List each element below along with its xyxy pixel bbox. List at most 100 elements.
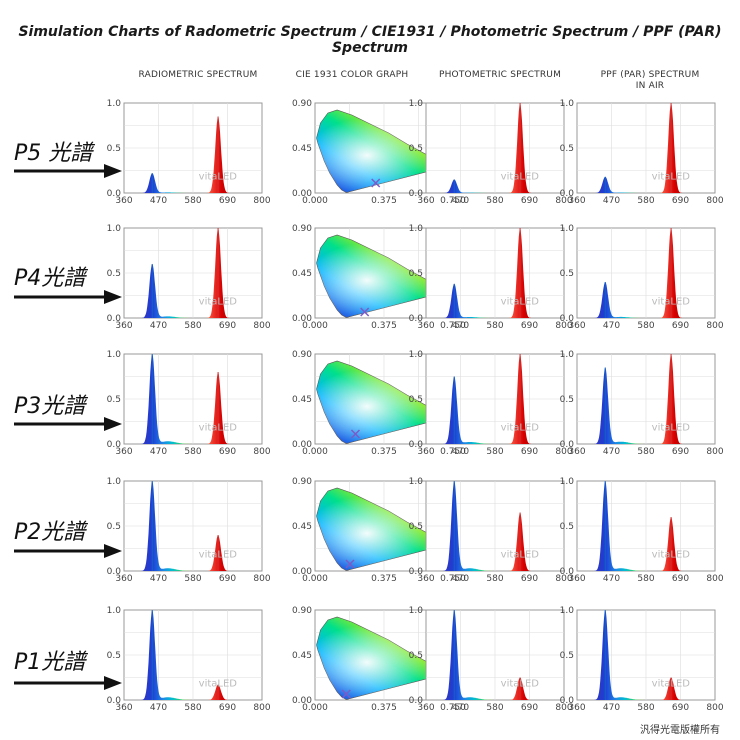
marker-stroke [345,559,355,569]
y-tick-label: 0.00 [292,440,312,450]
x-tick-label: 470 [150,703,167,713]
y-tick-label: 0.0 [560,440,575,450]
column-header-line: RADIOMETRIC SPECTRUM [138,70,258,80]
cie-point-marker [350,429,361,439]
row-label-p1: P1光譜 [14,650,86,675]
y-tick-label: 1.0 [560,350,575,360]
x-tick-label: 360 [115,196,132,206]
x-tick-label: 470 [452,703,469,713]
watermark-text: vitaLED [652,297,691,308]
x-tick-label: 690 [521,196,538,206]
y-tick-label: 0.0 [560,189,575,199]
column-header-line: IN AIR [635,81,665,91]
cie-point-marker [345,559,355,569]
x-tick-label: 580 [637,321,654,331]
x-tick-label: 800 [706,703,723,713]
x-tick-label: 470 [452,196,469,206]
spectrum-area [589,610,697,700]
y-tick-label: 1.0 [409,477,424,487]
y-tick-label: 0.5 [560,395,574,405]
x-tick-label: 0.750 [440,321,466,331]
spectrum-area [136,116,244,193]
y-tick-label: 0.90 [292,224,312,234]
x-tick-label: 470 [150,574,167,584]
y-tick-label: 0.45 [292,522,312,532]
x-tick-label: 0.000 [302,447,328,457]
x-tick-label: 580 [184,574,201,584]
y-tick-label: 1.0 [560,477,575,487]
marker-stroke [371,178,381,188]
y-tick-label: 1.0 [409,606,424,616]
x-tick-label: 360 [568,321,585,331]
radiometric-spectrum-panel: 0.0 0.5 1.0 360 470 580 690 800 vitaLED [107,350,271,457]
x-tick-label: 800 [706,574,723,584]
spectrum-area [438,481,546,571]
y-tick-label: 0.45 [292,395,312,405]
x-tick-label: 800 [253,196,270,206]
y-tick-label: 0.0 [409,189,424,199]
x-tick-label: 0.000 [302,703,328,713]
x-tick-label: 800 [253,447,270,457]
x-tick-label: 800 [555,703,572,713]
watermark-text: vitaLED [652,172,691,183]
ppf-par-spectrum-panel: 0.0 0.5 1.0 360 470 580 690 800 vitaLED [560,606,724,713]
x-tick-label: 360 [568,447,585,457]
y-tick-label: 1.0 [560,224,575,234]
column-header-line: PPF (PAR) SPECTRUM [600,70,700,80]
y-tick-label: 0.5 [409,144,423,154]
cie-white-point [316,110,450,193]
y-tick-label: 0.0 [409,440,424,450]
x-tick-label: 580 [486,574,503,584]
x-tick-label: 360 [115,574,132,584]
y-tick-label: 0.5 [409,269,423,279]
x-tick-label: 580 [184,321,201,331]
column-header-photometric: PHOTOMETRIC SPECTRUM [420,70,580,81]
cie-point-marker [341,689,351,699]
x-tick-label: 0.375 [371,703,397,713]
y-tick-label: 0.5 [107,395,121,405]
y-tick-label: 0.5 [409,395,423,405]
y-tick-label: 0.45 [292,144,312,154]
x-tick-label: 470 [452,574,469,584]
x-tick-label: 470 [150,196,167,206]
spectrum-area [589,103,697,193]
x-tick-label: 690 [521,574,538,584]
y-tick-label: 0.0 [409,314,424,324]
copyright-text: 汎得光電版權所有 [640,725,720,736]
y-tick-label: 0.5 [560,144,574,154]
x-tick-label: 800 [706,447,723,457]
x-tick-label: 690 [521,703,538,713]
radiometric-spectrum-panel: 0.0 0.5 1.0 360 470 580 690 800 vitaLED [107,99,271,206]
x-tick-label: 580 [184,703,201,713]
y-tick-label: 0.90 [292,606,312,616]
y-tick-label: 0.00 [292,314,312,324]
radiometric-spectrum-panel: 0.0 0.5 1.0 360 470 580 690 800 vitaLED [107,477,271,584]
spectrum-area [438,354,546,444]
photometric-spectrum-panel: 0.0 0.5 1.0 360 470 580 690 800 vitaLED [409,477,573,584]
watermark-text: vitaLED [652,550,691,561]
x-tick-label: 360 [115,703,132,713]
marker-stroke [360,307,370,317]
photometric-spectrum-panel: 0.0 0.5 1.0 360 470 580 690 800 vitaLED [409,99,573,206]
y-tick-label: 0.0 [107,189,122,199]
marker-stroke [341,689,351,699]
spectrum-area [438,610,546,700]
y-tick-label: 0.00 [292,567,312,577]
x-tick-label: 360 [115,447,132,457]
ppf-par-spectrum-panel: 0.0 0.5 1.0 360 470 580 690 800 vitaLED [560,224,724,331]
column-header-line: PHOTOMETRIC SPECTRUM [438,70,562,80]
photometric-spectrum-panel: 0.0 0.5 1.0 360 470 580 690 800 vitaLED [409,606,573,713]
x-tick-label: 800 [253,703,270,713]
y-tick-label: 0.90 [292,99,312,109]
y-tick-label: 0.45 [292,651,312,661]
y-tick-label: 1.0 [107,224,122,234]
x-tick-label: 800 [253,574,270,584]
x-tick-label: 690 [672,196,689,206]
spectrum-area [438,228,546,318]
watermark-text: vitaLED [199,172,238,183]
x-tick-label: 0.750 [440,574,466,584]
y-tick-label: 0.5 [560,269,574,279]
spectrum-area [136,610,244,700]
x-tick-label: 580 [486,321,503,331]
